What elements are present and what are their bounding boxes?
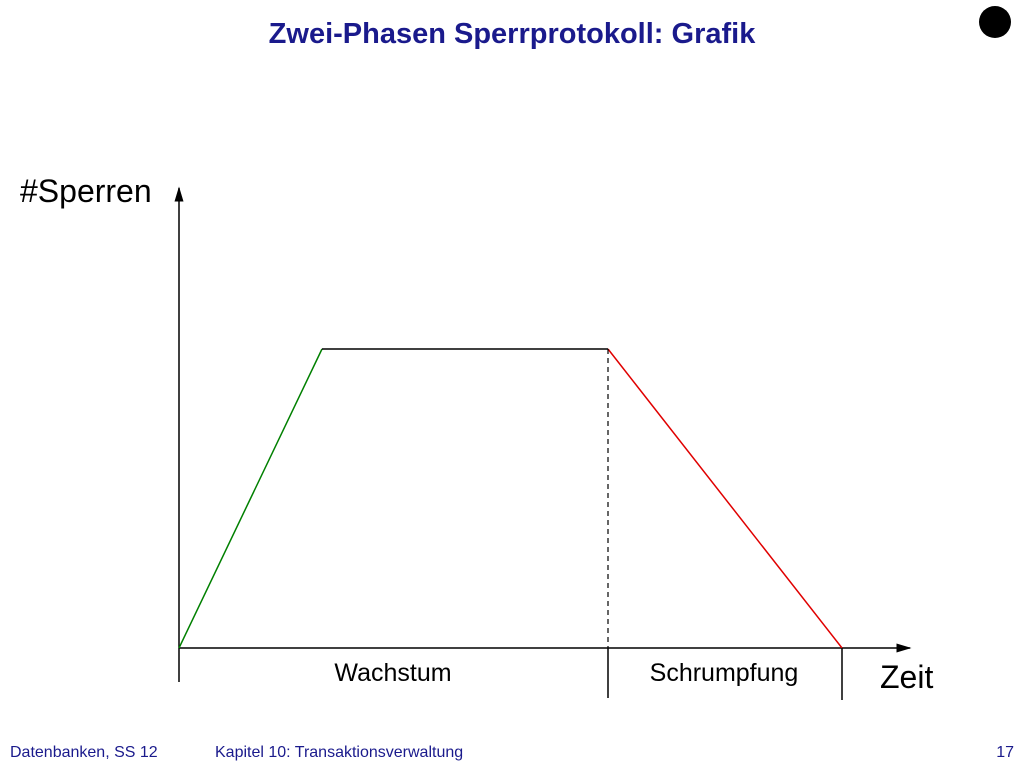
slide-title: Zwei-Phasen Sperrprotokoll: Grafik xyxy=(269,18,757,50)
bullet-dot xyxy=(979,6,1011,38)
footer-page: 17 xyxy=(996,744,1014,761)
phase-label: Schrumpfung xyxy=(650,659,799,687)
growth-line xyxy=(178,348,323,649)
footer-chapter: Kapitel 10: Transaktionsverwaltung xyxy=(215,744,463,761)
x-axis-label: Zeit xyxy=(880,659,933,695)
footer-course: Datenbanken, SS 12 xyxy=(10,744,158,761)
shrink-line xyxy=(607,348,843,649)
y-axis-label: #Sperren xyxy=(20,173,152,209)
phase-label: Wachstum xyxy=(334,659,451,687)
